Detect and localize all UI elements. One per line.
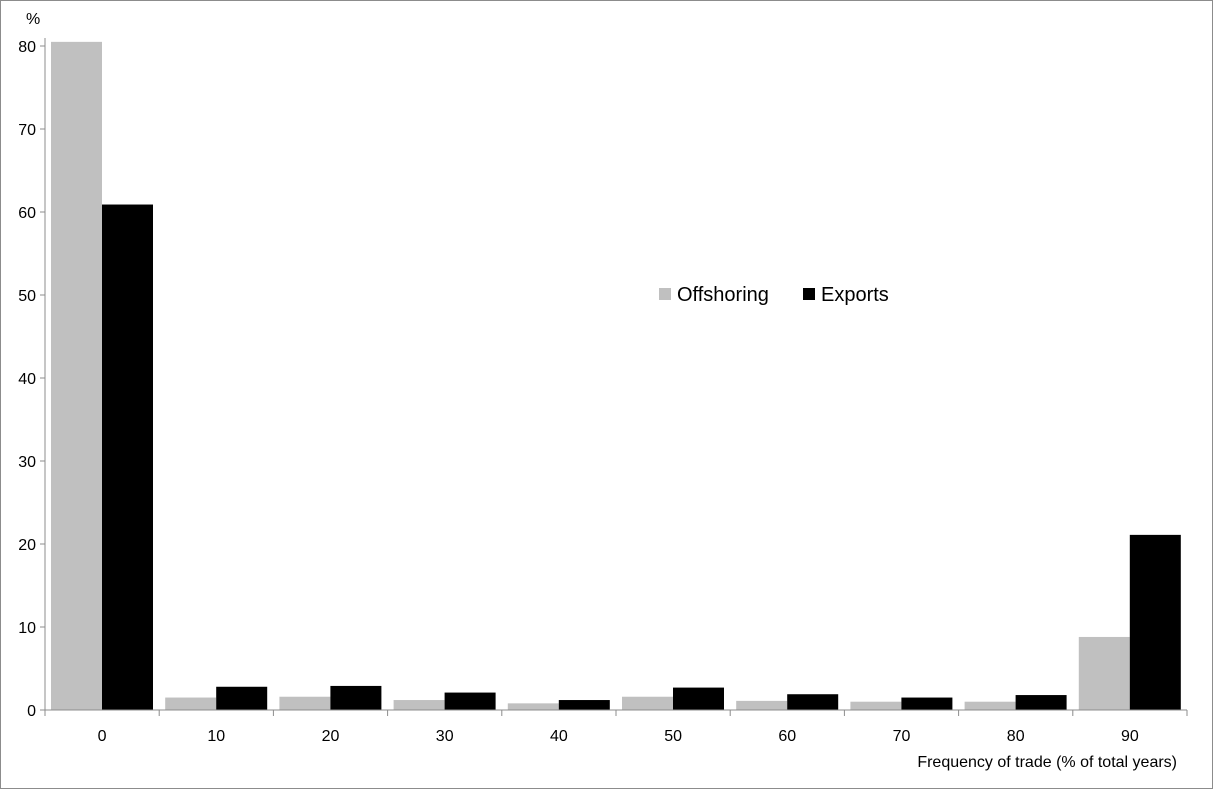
legend-swatch-offshoring bbox=[659, 288, 671, 300]
y-tick-label: 20 bbox=[18, 537, 36, 554]
bar-exports-40 bbox=[558, 700, 610, 710]
bar-exports-10 bbox=[216, 686, 268, 710]
x-tick-label: 80 bbox=[1007, 728, 1025, 745]
y-tick-label: 40 bbox=[18, 371, 36, 388]
legend-swatch-exports bbox=[803, 288, 815, 300]
bar-exports-70 bbox=[901, 697, 953, 710]
bar-offshoring-60 bbox=[736, 700, 788, 710]
x-tick-label: 10 bbox=[207, 728, 225, 745]
bar-exports-20 bbox=[330, 685, 382, 710]
legend: Offshoring Exports bbox=[659, 284, 889, 306]
bar-exports-60 bbox=[787, 694, 839, 710]
x-tick-label: 50 bbox=[664, 728, 682, 745]
bar-offshoring-50 bbox=[622, 696, 673, 710]
bar-exports-80 bbox=[1015, 695, 1067, 710]
bar-offshoring-40 bbox=[507, 703, 559, 710]
x-axis-ticks: 0 10 20 30 40 50 60 70 80 90 bbox=[44, 710, 1188, 745]
bar-exports-30 bbox=[444, 692, 496, 710]
bar-exports-0 bbox=[102, 204, 153, 710]
legend-label-exports: Exports bbox=[821, 284, 889, 306]
bars bbox=[51, 41, 1181, 711]
legend-label-offshoring: Offshoring bbox=[677, 284, 769, 306]
bar-exports-90 bbox=[1129, 534, 1181, 710]
y-tick-label: 80 bbox=[18, 39, 36, 56]
y-tick-label: 60 bbox=[18, 205, 36, 222]
bar-offshoring-10 bbox=[165, 697, 217, 710]
bar-offshoring-80 bbox=[964, 701, 1016, 710]
y-axis-title: % bbox=[26, 11, 40, 28]
y-tick-label: 70 bbox=[18, 122, 36, 139]
y-tick-label: 50 bbox=[18, 288, 36, 305]
bar-exports-50 bbox=[673, 687, 724, 710]
y-tick-label: 10 bbox=[18, 620, 36, 637]
x-tick-label: 0 bbox=[98, 728, 107, 745]
x-tick-label: 90 bbox=[1121, 728, 1139, 745]
x-tick-label: 30 bbox=[436, 728, 454, 745]
y-tick-label: 0 bbox=[27, 703, 36, 720]
bar-offshoring-20 bbox=[279, 696, 331, 710]
bar-offshoring-90 bbox=[1078, 636, 1130, 710]
x-tick-label: 60 bbox=[778, 728, 796, 745]
x-tick-label: 40 bbox=[550, 728, 568, 745]
bar-offshoring-0 bbox=[51, 41, 102, 711]
x-tick-label: 20 bbox=[322, 728, 340, 745]
bar-offshoring-70 bbox=[850, 701, 902, 710]
y-axis-ticks: 0 10 20 30 40 50 60 70 80 bbox=[18, 39, 45, 720]
bar-offshoring-30 bbox=[393, 700, 445, 710]
y-tick-label: 30 bbox=[18, 454, 36, 471]
x-axis-title: Frequency of trade (% of total years) bbox=[917, 754, 1177, 771]
x-tick-label: 70 bbox=[893, 728, 911, 745]
